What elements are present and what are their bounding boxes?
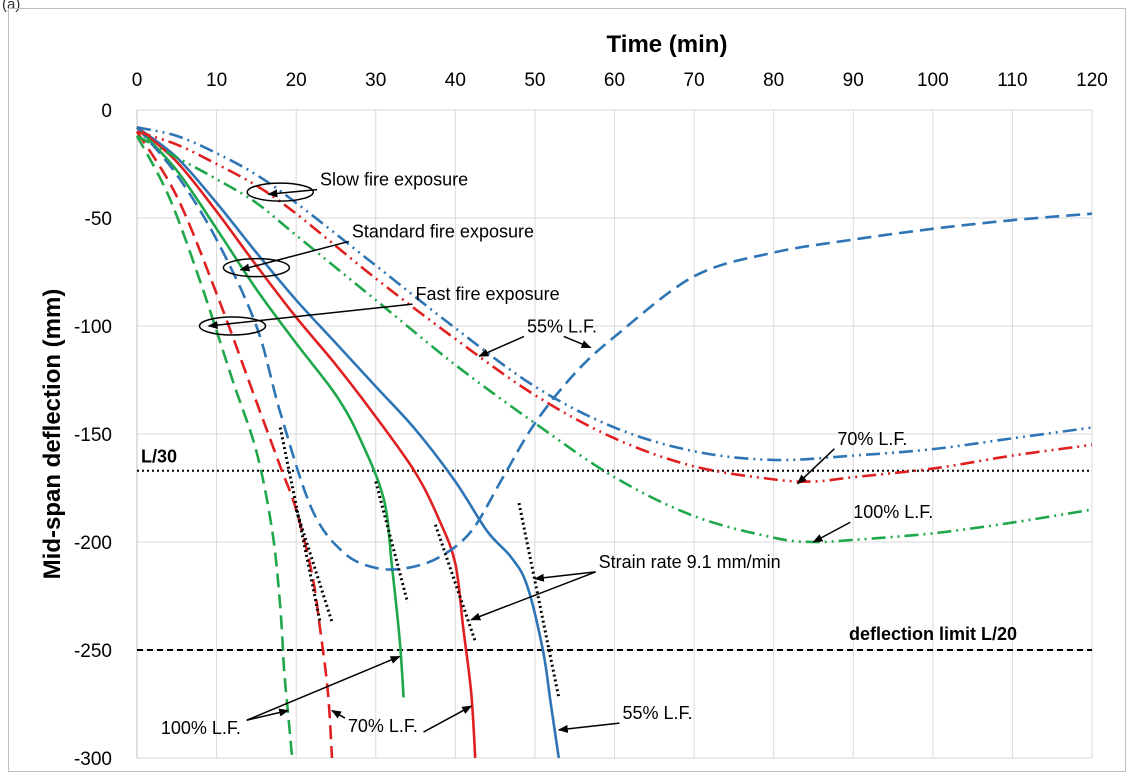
annotation-label: Strain rate 9.1 mm/min: [599, 552, 781, 572]
annotation-label: 55% L.F.: [527, 316, 597, 336]
series-line: [136, 126, 405, 698]
series-line: [136, 134, 1093, 544]
x-tick-label: 100: [917, 70, 949, 91]
x-tick-label: 30: [365, 70, 386, 91]
annotation-arrow: [812, 521, 851, 543]
series-line: [136, 126, 477, 759]
annotation-arrow: [423, 705, 473, 733]
annotation-arrow: [239, 240, 350, 272]
panel-label: (a): [2, 0, 21, 13]
chart-frame: [8, 8, 1126, 772]
annotation-arrow: [796, 448, 835, 485]
annotation-arrow: [267, 188, 318, 198]
x-tick-label: 0: [132, 70, 143, 91]
series-line: [136, 130, 1093, 483]
annotation-label: 55% L.F.: [622, 703, 692, 723]
x-tick-label: 50: [524, 70, 545, 91]
annotation-ellipse: [246, 182, 314, 202]
annotation-arrow: [207, 303, 413, 330]
annotation-label: Fast fire exposure: [416, 284, 560, 304]
y-tick-label: -300: [74, 749, 112, 770]
annotation-arrow: [470, 571, 596, 621]
y-tick-label: -200: [74, 533, 112, 554]
x-axis-title: Time (min): [607, 31, 728, 58]
annotation-label: Standard fire exposure: [352, 221, 534, 241]
x-tick-label: 70: [684, 70, 705, 91]
annotation-arrow: [557, 722, 620, 733]
series-line: [135, 135, 294, 759]
series-line: [136, 126, 1093, 571]
annotation-arrow: [563, 335, 592, 349]
x-tick-label: 120: [1076, 70, 1108, 91]
reference-line-label: deflection limit L/20: [849, 624, 1017, 644]
annotation-arrow: [331, 709, 346, 719]
y-tick-label: -100: [74, 317, 112, 338]
strain-rate-tangent: [374, 481, 410, 603]
strain-rate-tangent: [434, 524, 477, 642]
annotation-arrow: [246, 708, 290, 721]
annotation-ellipse: [222, 257, 291, 278]
x-tick-label: 80: [763, 70, 784, 91]
reference-line-label: L/30: [141, 447, 177, 467]
x-tick-label: 60: [604, 70, 625, 91]
y-tick-label: -150: [74, 425, 112, 446]
annotation-label: Slow fire exposure: [320, 170, 468, 190]
annotation-label: 70% L.F.: [837, 429, 907, 449]
x-tick-label: 10: [206, 70, 227, 91]
series-line: [136, 126, 1093, 462]
y-tick-label: -250: [74, 641, 112, 662]
y-tick-label: 0: [101, 101, 112, 122]
x-tick-label: 20: [286, 70, 307, 91]
annotation-label: 70% L.F.: [348, 716, 418, 736]
y-tick-label: -50: [85, 209, 112, 230]
x-tick-label: 90: [843, 70, 864, 91]
series-line: [136, 126, 561, 759]
y-axis-title: Mid-span deflection (mm): [39, 289, 66, 580]
annotation-label: 100% L.F.: [161, 718, 241, 738]
x-tick-label: 110: [997, 70, 1027, 91]
strain-rate-tangent: [517, 502, 561, 698]
strain-rate-tangent: [278, 427, 322, 623]
annotation-ellipse: [198, 316, 267, 336]
annotation-label: 100% L.F.: [853, 502, 933, 522]
annotation-arrow: [478, 335, 525, 357]
annotation-arrow: [533, 571, 596, 582]
x-tick-label: 40: [445, 70, 466, 91]
annotation-arrow: [246, 655, 401, 721]
